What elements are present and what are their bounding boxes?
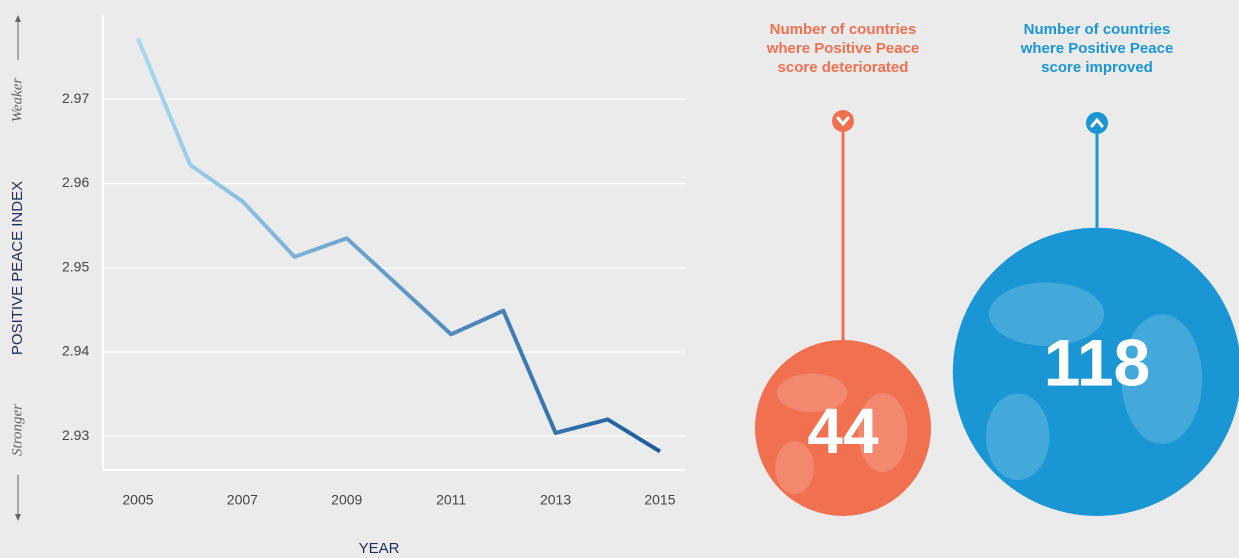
- globe-land: [775, 441, 814, 494]
- x-tick-label: 2015: [644, 492, 675, 508]
- line: [136, 37, 661, 454]
- chevron: [836, 116, 850, 127]
- annotation: Weaker: [9, 78, 25, 123]
- y-tick-label: 2.97: [62, 90, 89, 106]
- arrow-head: [15, 15, 21, 22]
- globe-land: [857, 392, 908, 472]
- icon: [1086, 112, 1108, 134]
- arrow-head: [15, 514, 21, 521]
- x-tick-label: 2011: [436, 492, 466, 508]
- globe-land: [986, 393, 1050, 480]
- bubble-caption: Number of countries where Positive Peace…: [766, 21, 920, 76]
- icon: [832, 110, 854, 132]
- y-tick-label: 2.94: [62, 343, 89, 359]
- x-axis-label: YEAR: [359, 540, 400, 557]
- annotation: Stronger: [9, 404, 25, 456]
- globe-land: [776, 373, 848, 413]
- y-tick-label: 2.96: [62, 174, 89, 190]
- bubble: [952, 227, 1239, 516]
- x-tick-label: 2013: [540, 492, 571, 508]
- y-axis-label: POSITIVE PEACE INDEX: [9, 181, 26, 355]
- bubble: [754, 339, 932, 516]
- y-tick-label: 2.95: [62, 258, 89, 274]
- x-tick-label: 2007: [227, 492, 258, 508]
- y-tick-label: 2.93: [62, 427, 89, 443]
- bubble-caption: Number of countries where Positive Peace…: [1020, 21, 1174, 76]
- x-tick-label: 2009: [331, 492, 362, 508]
- x-tick-label: 2005: [122, 492, 153, 508]
- chevron: [1090, 117, 1104, 128]
- value-label: 118: [1044, 325, 1150, 399]
- globe-land: [1121, 314, 1203, 444]
- globe-land: [988, 282, 1105, 346]
- value-label: 44: [807, 395, 879, 467]
